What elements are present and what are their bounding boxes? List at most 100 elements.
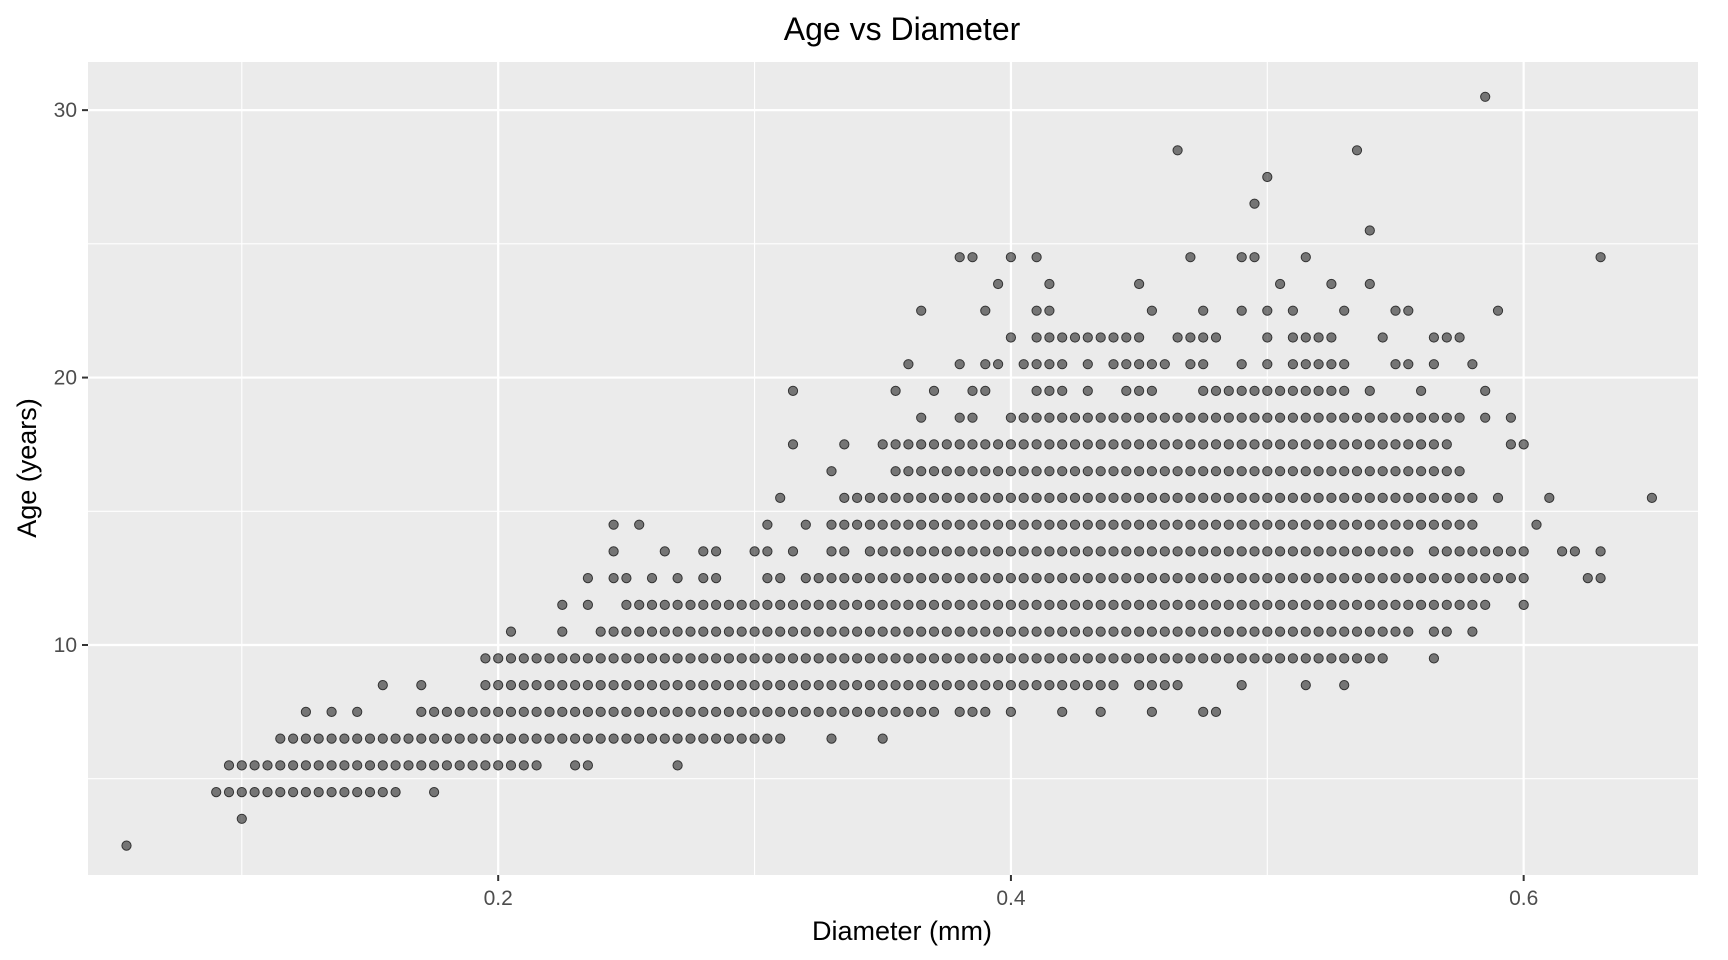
data-point [557, 653, 568, 664]
data-point [313, 733, 324, 744]
data-point [1005, 680, 1017, 691]
data-point [1146, 439, 1158, 450]
data-point [1287, 385, 1299, 396]
data-point [634, 519, 645, 530]
data-point [1031, 492, 1042, 503]
data-point [1249, 439, 1260, 450]
data-point [1313, 573, 1324, 584]
data-point [749, 653, 760, 664]
data-point [1249, 653, 1260, 664]
data-point [1031, 252, 1042, 263]
data-point [1134, 573, 1145, 584]
data-point [1351, 653, 1363, 664]
data-point [877, 439, 888, 450]
data-point [1223, 573, 1234, 584]
data-point [1185, 412, 1196, 423]
data-point [723, 733, 735, 744]
data-point [1082, 626, 1093, 637]
data-point [1287, 626, 1299, 637]
data-point [1505, 412, 1517, 423]
data-point [864, 653, 876, 664]
data-point [223, 760, 235, 771]
x-tick-label: 0.6 [1509, 887, 1538, 910]
data-point [480, 760, 491, 771]
data-point [1403, 492, 1414, 503]
data-point [980, 599, 991, 611]
data-point [941, 519, 952, 530]
data-point [1108, 359, 1119, 370]
data-point [646, 573, 658, 584]
data-point [890, 439, 901, 450]
data-point [518, 680, 529, 691]
data-point [698, 733, 709, 744]
data-point [1044, 653, 1055, 664]
data-point [531, 680, 542, 691]
data-point [1057, 599, 1068, 611]
data-point [993, 466, 1004, 477]
data-point [980, 519, 991, 530]
data-point [967, 626, 978, 637]
data-point [916, 680, 927, 691]
data-point [1172, 332, 1183, 343]
data-point [954, 412, 965, 423]
data-point [570, 706, 581, 718]
data-point [762, 706, 773, 718]
data-point [980, 546, 991, 557]
data-point [1210, 706, 1222, 718]
data-point [1005, 492, 1017, 503]
data-point [672, 626, 683, 637]
data-point [1185, 653, 1196, 664]
data-point [928, 439, 940, 450]
data-point [1377, 546, 1388, 557]
data-point [531, 706, 542, 718]
data-point [1300, 653, 1311, 664]
data-point [1146, 626, 1158, 637]
data-point [1249, 519, 1260, 530]
data-point [1159, 573, 1170, 584]
data-point [1275, 439, 1286, 450]
data-point [1428, 626, 1440, 637]
data-point [1364, 573, 1375, 584]
data-point [941, 546, 952, 557]
data-point [723, 680, 735, 691]
data-point [339, 733, 350, 744]
data-point [1262, 466, 1273, 477]
data-point [1480, 385, 1491, 396]
data-point [1198, 546, 1209, 557]
data-point [1210, 626, 1222, 637]
data-point [646, 733, 658, 744]
data-point [877, 626, 888, 637]
data-point [839, 626, 850, 637]
data-point [672, 573, 683, 584]
data-point [1287, 466, 1299, 477]
data-point [916, 706, 927, 718]
data-point [1031, 385, 1042, 396]
data-point [1300, 359, 1311, 370]
data-point [1339, 680, 1350, 691]
data-point [1441, 412, 1452, 423]
data-point [1428, 332, 1440, 343]
data-point [993, 359, 1004, 370]
data-point [352, 787, 363, 798]
data-point [493, 653, 504, 664]
data-point [1467, 519, 1478, 530]
data-point [1082, 332, 1093, 343]
data-point [1313, 519, 1324, 530]
data-point [928, 599, 940, 611]
data-point [1300, 492, 1311, 503]
data-point [852, 519, 863, 530]
data-point [1005, 252, 1017, 263]
data-point [659, 706, 670, 718]
data-point [403, 733, 414, 744]
data-point [787, 439, 799, 450]
data-point [1428, 519, 1440, 530]
data-point [1287, 546, 1299, 557]
data-point [1031, 680, 1042, 691]
data-point [1069, 546, 1081, 557]
data-point [864, 626, 876, 637]
data-point [1146, 546, 1158, 557]
data-point [903, 519, 914, 530]
data-point [1518, 439, 1529, 450]
data-point [1287, 653, 1299, 664]
data-point [1364, 653, 1375, 664]
